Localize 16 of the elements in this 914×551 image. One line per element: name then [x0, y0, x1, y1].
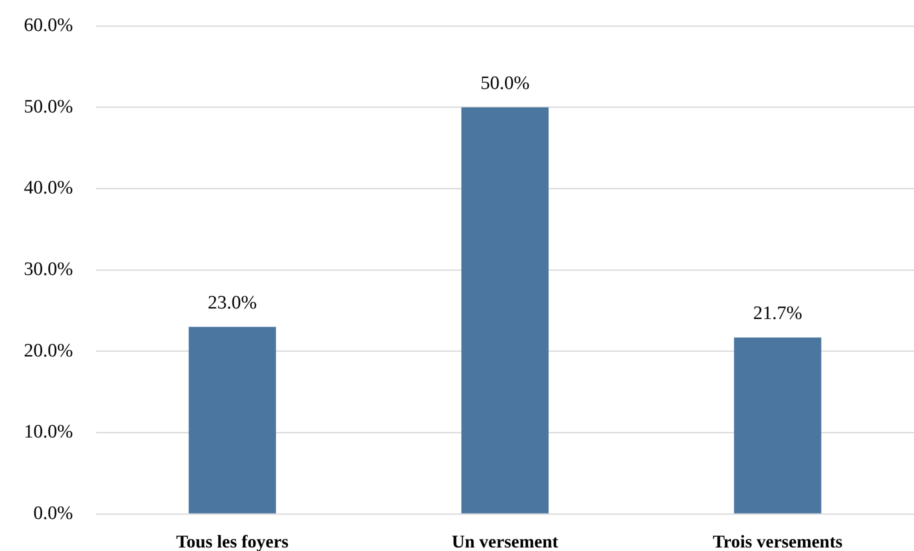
y-tick-label: 60.0% — [24, 14, 74, 36]
y-tick-label: 30.0% — [24, 258, 74, 280]
bar — [734, 338, 822, 514]
data-label: 21.7% — [753, 302, 802, 324]
bar — [461, 107, 549, 514]
x-tick-label: Tous les foyers — [176, 531, 289, 551]
x-tick-label: Trois versements — [712, 531, 843, 551]
y-tick-label: 50.0% — [24, 96, 74, 118]
y-tick-label: 0.0% — [33, 502, 74, 524]
bar — [188, 326, 276, 514]
y-tick-label: 10.0% — [24, 422, 74, 443]
y-tick-label: 40.0% — [24, 178, 74, 199]
data-label: 23.0% — [208, 292, 258, 314]
y-tick-label: 20.0% — [24, 340, 74, 362]
data-label: 50.0% — [480, 72, 530, 94]
x-tick-label: Un versement — [452, 531, 558, 551]
